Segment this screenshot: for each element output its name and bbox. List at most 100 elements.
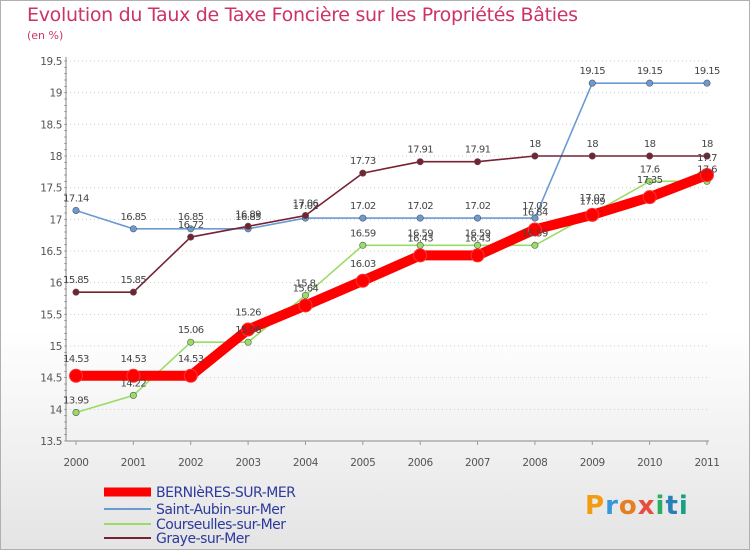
y-tick-19.5: 19.5 [40, 56, 62, 68]
series-1-label-2002: 16.85 [178, 212, 204, 223]
series-3-label-2010: 18 [644, 139, 656, 150]
unit-label: (en %) [27, 29, 64, 42]
series-0-label-2005: 16.03 [350, 259, 376, 270]
series-2-point-2000 [72, 408, 80, 416]
series-0-point-2001 [126, 368, 141, 383]
series-2-label-2006: 16.59 [407, 228, 433, 239]
series-2-label-2005: 16.59 [350, 228, 376, 239]
axis-layer: 13.5 14 14.5 15 15.5 16 16.5 17 17.5 18 18.5 19 19.5… [40, 56, 720, 469]
series-0-label-2006: 16.43 [407, 233, 433, 244]
series-2-point-2010 [646, 177, 654, 185]
series-3-point-2008 [531, 152, 539, 160]
series-1-label-2009: 19.15 [579, 66, 605, 77]
series-0-label-2009: 17.07 [579, 193, 605, 204]
series-1-point-2005 [359, 214, 367, 222]
label-layer: 14.53 14.53 14.53 15.26 15.64 16.03 16.43 16.43… [63, 66, 720, 406]
y-tick-14: 14 [49, 404, 62, 416]
series-2-point-2003 [244, 338, 252, 346]
series-line-3 [75, 155, 708, 293]
series-0-point-2002 [183, 368, 198, 383]
series-2-label-2001: 14.22 [121, 378, 147, 389]
y-tick-17.5: 17.5 [40, 183, 62, 195]
y-tick-16.5: 16.5 [40, 246, 62, 258]
series-0-point-2011 [700, 168, 714, 182]
series-1-point-2010 [646, 79, 654, 87]
y-tick-15: 15 [49, 341, 62, 353]
x-tick-2008: 2008 [522, 457, 547, 469]
proxiti-logo: Proxiti [585, 491, 689, 521]
logo-letter: r [605, 491, 619, 521]
series-3-label-2008: 18 [529, 139, 541, 150]
x-tick-2011: 2011 [694, 457, 719, 469]
series-1-point-2007 [474, 214, 482, 222]
x-tick-2010: 2010 [637, 457, 662, 469]
chart-title: Evolution du Taux de Taxe Foncière sur l… [27, 4, 578, 26]
series-1-label-2001: 16.85 [121, 212, 147, 223]
series-3-point-2007 [474, 158, 482, 166]
series-3-point-2002 [187, 233, 195, 241]
series-1-label-2005: 17.02 [350, 201, 376, 212]
series-2-label-2011: 17.6 [697, 164, 717, 175]
series-1-label-2004: 17.02 [293, 201, 319, 212]
x-tick-2005: 2005 [350, 457, 375, 469]
series-0-label-2001: 14.53 [121, 354, 147, 365]
series-layer [69, 79, 714, 416]
series-0-label-2007: 16.43 [465, 233, 491, 244]
legend-label-2: Courseulles-sur-Mer [156, 517, 286, 533]
series-3-label-2007: 17.91 [465, 145, 491, 156]
logo-letter: x [637, 491, 656, 521]
series-1-point-2011 [703, 79, 711, 87]
series-3-label-2001: 15.85 [121, 275, 147, 286]
series-3-label-2000: 15.85 [63, 275, 89, 286]
series-1-point-2006 [416, 214, 424, 222]
series-3-label-2011: 18 [701, 139, 713, 150]
series-0-label-2002: 14.53 [178, 354, 204, 365]
series-1-point-2008 [531, 214, 539, 222]
y-tick-14.5: 14.5 [40, 373, 62, 385]
x-tick-2009: 2009 [580, 457, 605, 469]
series-2-label-2009: 17.09 [579, 197, 605, 208]
series-0-point-2000 [69, 368, 83, 383]
x-tick-2001: 2001 [121, 457, 146, 469]
series-1-label-2008: 17.02 [522, 201, 548, 212]
series-2-label-2010: 17.6 [640, 164, 660, 175]
logo-letter: P [585, 491, 606, 521]
series-1-point-2001 [129, 225, 137, 233]
series-1-label-2006: 17.02 [407, 201, 433, 212]
series-0-label-2004: 15.64 [293, 283, 319, 294]
series-0-label-2010: 17.35 [637, 175, 663, 186]
series-3-point-2001 [129, 288, 137, 296]
series-2-point-2008 [531, 241, 539, 249]
series-3-label-2002: 16.72 [178, 220, 204, 231]
series-1-label-2011: 19.15 [694, 66, 720, 77]
series-2-label-2000: 13.95 [63, 396, 89, 407]
y-tick-16: 16 [49, 278, 62, 290]
logo-letter: t [665, 491, 679, 521]
series-3-point-2009 [588, 152, 596, 160]
legend: BERNIèRES-SUR-MERSaint-Aubin-sur-MerCour… [104, 485, 297, 547]
legend-label-1: Saint-Aubin-sur-Mer [156, 502, 285, 518]
y-tick-15.5: 15.5 [40, 309, 62, 321]
x-tick-2003: 2003 [236, 457, 261, 469]
series-line-1 [75, 82, 708, 230]
legend-label-0: BERNIèRES-SUR-MER [156, 485, 296, 501]
y-tick-13.5: 13.5 [40, 436, 62, 448]
series-3-point-2000 [72, 288, 80, 296]
x-tick-2004: 2004 [293, 457, 319, 469]
series-2-label-2004: 15.8 [296, 278, 316, 289]
series-0-point-2008 [527, 222, 542, 237]
series-3-label-2009: 18 [587, 139, 599, 150]
series-1-point-2009 [588, 79, 596, 87]
series-2-point-2001 [129, 391, 137, 399]
x-tick-2002: 2002 [178, 457, 203, 469]
series-2-label-2002: 15.06 [178, 325, 204, 336]
series-3-point-2011 [703, 152, 711, 160]
series-1-label-2007: 17.02 [465, 201, 491, 212]
series-2-point-2005 [359, 241, 367, 249]
series-2-label-2007: 16.59 [465, 228, 491, 239]
series-1-point-2002 [187, 225, 195, 233]
series-3-label-2006: 17.91 [407, 145, 433, 156]
series-2-point-2002 [187, 338, 195, 346]
